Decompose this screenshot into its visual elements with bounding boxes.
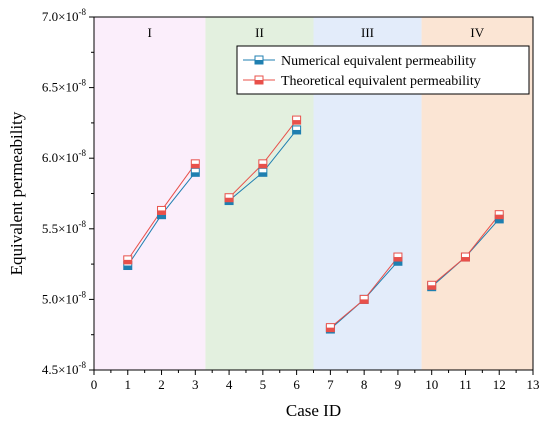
data-point — [258, 159, 268, 169]
data-point — [292, 115, 302, 125]
legend-box — [236, 45, 530, 95]
data-point — [190, 167, 200, 177]
data-point-fill — [225, 197, 234, 202]
data-point — [254, 75, 264, 85]
legend-label: Theoretical equivalent permeability — [281, 74, 481, 89]
data-point-fill — [258, 163, 267, 168]
data-point-fill — [157, 214, 166, 219]
region-labels: I II III IV — [148, 25, 485, 40]
y-tick-label: 5.5×10-8 — [42, 219, 87, 236]
data-point — [292, 125, 302, 135]
legend-item: Theoretical equivalent permeability — [243, 74, 481, 89]
legend: Numerical equivalent permeability Theoret… — [236, 45, 530, 95]
data-point-fill — [225, 200, 234, 205]
region-label: II — [255, 25, 264, 40]
data-point — [494, 210, 504, 220]
data-point-fill — [292, 120, 301, 125]
legend-item: Numerical equivalent permeability — [243, 54, 476, 69]
x-tick-label: 6 — [293, 377, 300, 392]
x-tick-label: 9 — [395, 377, 402, 392]
x-tick-label: 13 — [527, 377, 540, 392]
data-point-fill — [360, 299, 369, 304]
data-point-fill — [157, 210, 166, 215]
data-point-fill — [123, 265, 132, 270]
data-point-fill — [427, 285, 436, 290]
legend-label: Numerical equivalent permeability — [281, 54, 476, 69]
data-point — [393, 252, 403, 262]
data-point — [325, 323, 335, 333]
x-tick-label: 4 — [226, 377, 233, 392]
y-axis-title: Equivalent permeability — [7, 111, 26, 275]
data-point-fill — [326, 327, 335, 332]
data-point — [460, 252, 470, 262]
data-point-fill — [461, 257, 470, 262]
data-point-fill — [258, 172, 267, 177]
data-point — [190, 159, 200, 169]
data-point-fill — [495, 218, 504, 223]
x-tick-label: 7 — [327, 377, 334, 392]
x-tick-label: 1 — [125, 377, 132, 392]
data-point — [359, 294, 369, 304]
data-point-fill — [393, 257, 402, 262]
x-tick-label: 3 — [192, 377, 199, 392]
data-point-fill — [292, 129, 301, 134]
x-tick-label: 5 — [260, 377, 267, 392]
y-tick-label: 5.0×10-8 — [42, 289, 87, 306]
y-tick-label: 4.5×10-8 — [42, 360, 87, 377]
x-tick-label: 8 — [361, 377, 368, 392]
x-axis: 0 1 2 3 4 5 6 7 8 9 10 11 12 13 — [91, 370, 540, 392]
data-point — [123, 255, 133, 265]
data-point — [258, 167, 268, 177]
y-tick-label: 7.0×10-8 — [42, 7, 87, 24]
series-markers — [123, 115, 504, 334]
data-point-fill — [495, 214, 504, 219]
data-point-fill — [191, 163, 200, 168]
x-tick-label: 0 — [91, 377, 98, 392]
x-tick-label: 2 — [158, 377, 165, 392]
data-point-fill — [191, 172, 200, 177]
region-label: I — [148, 25, 152, 40]
data-point — [224, 193, 234, 203]
region-label: III — [361, 25, 374, 40]
x-tick-label: 10 — [425, 377, 438, 392]
data-point-fill — [123, 259, 132, 264]
y-axis: 4.5×10-8 5.0×10-8 5.5×10-8 6.0×10-8 6.5×10-8… — [42, 7, 94, 377]
data-point-fill — [255, 60, 263, 64]
x-axis-title: Case ID — [286, 401, 341, 420]
region-label: IV — [470, 25, 484, 40]
data-point-fill — [393, 261, 402, 266]
data-point-fill — [255, 80, 263, 84]
data-point — [157, 205, 167, 215]
x-tick-label: 12 — [493, 377, 506, 392]
data-point — [254, 55, 264, 65]
x-tick-label: 11 — [459, 377, 472, 392]
data-point — [427, 280, 437, 290]
y-tick-label: 6.5×10-8 — [42, 78, 87, 95]
region-band — [94, 17, 206, 370]
y-tick-label: 6.0×10-8 — [42, 148, 87, 165]
